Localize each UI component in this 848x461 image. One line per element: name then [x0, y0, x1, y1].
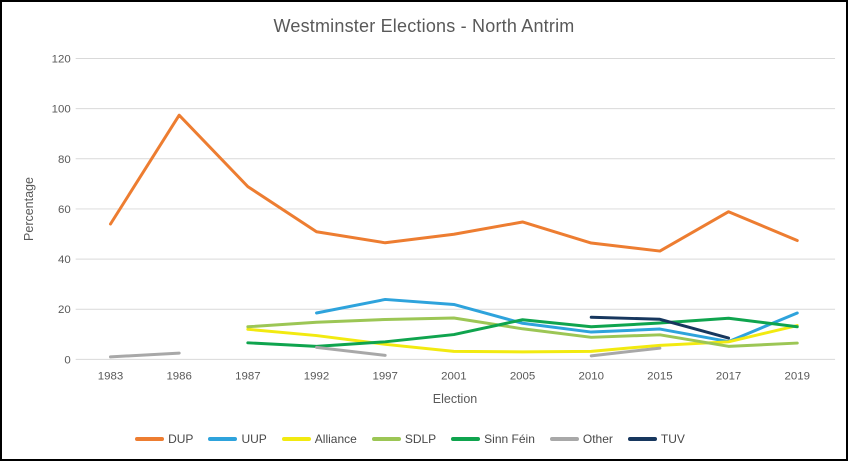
legend-swatch-icon — [281, 437, 311, 441]
series-line-sdlp — [246, 316, 799, 348]
y-tick-label: 80 — [58, 154, 71, 166]
x-axis-title: Election — [432, 392, 478, 406]
legend-item: Other — [549, 432, 613, 446]
legend-swatch-icon — [451, 437, 481, 441]
legend-swatch-icon — [549, 437, 579, 441]
series-line-uup — [315, 297, 799, 344]
x-tick-label: 2017 — [716, 371, 741, 383]
y-tick-label: 20 — [58, 304, 71, 316]
x-tick-label: 1986 — [166, 371, 191, 383]
x-tick-label: 1997 — [372, 371, 397, 383]
x-tick-label: 1992 — [304, 371, 329, 383]
legend: DUP UUP Alliance SDLP Sinn Féin Other TUV — [2, 432, 832, 446]
y-tick-label: 120 — [52, 53, 71, 65]
series-line-other — [589, 346, 662, 358]
legend-label: Sinn Féin — [484, 432, 535, 446]
y-tick-label: 100 — [52, 104, 71, 116]
legend-label: UUP — [241, 432, 267, 446]
chart-title: Westminster Elections - North Antrim — [273, 16, 575, 36]
y-axis-title: Percentage — [22, 177, 36, 241]
x-tick-label: 2005 — [510, 371, 535, 383]
legend-label: SDLP — [404, 432, 437, 446]
legend-label: Alliance — [314, 432, 357, 446]
legend-label: Other — [582, 432, 613, 446]
legend-item: UUP — [208, 432, 267, 446]
legend-item: Alliance — [281, 432, 357, 446]
x-tick-label: 1983 — [98, 371, 123, 383]
x-tick-label: 2010 — [579, 371, 604, 383]
series-line-dup — [109, 113, 799, 253]
legend-swatch-icon — [135, 437, 165, 441]
legend-swatch-icon — [208, 437, 238, 441]
legend-label: DUP — [168, 432, 194, 446]
series-line-other — [109, 351, 181, 359]
legend-item: DUP — [135, 432, 193, 446]
x-tick-label: 1987 — [235, 371, 260, 383]
legend-swatch-icon — [371, 437, 401, 441]
y-tick-label: 0 — [64, 354, 70, 366]
legend-label: TUV — [660, 432, 685, 446]
legend-item: TUV — [627, 432, 685, 446]
series-line-tuv — [589, 315, 731, 340]
x-tick-label: 2001 — [441, 371, 466, 383]
y-tick-label: 40 — [58, 254, 71, 266]
y-tick-label: 60 — [58, 204, 71, 216]
x-tick-label: 2019 — [785, 371, 810, 383]
series-line-sinn-f-in — [246, 316, 799, 348]
chart-canvas: 0 20 40 60 80 100 120 1983 1986 1987 1992 1997 2001 2… — [52, 53, 836, 383]
legend-swatch-icon — [627, 437, 657, 441]
series-line-other — [315, 345, 387, 357]
legend-item: SDLP — [371, 432, 437, 446]
x-tick-label: 2015 — [647, 371, 672, 383]
legend-item: Sinn Féin — [451, 432, 535, 446]
